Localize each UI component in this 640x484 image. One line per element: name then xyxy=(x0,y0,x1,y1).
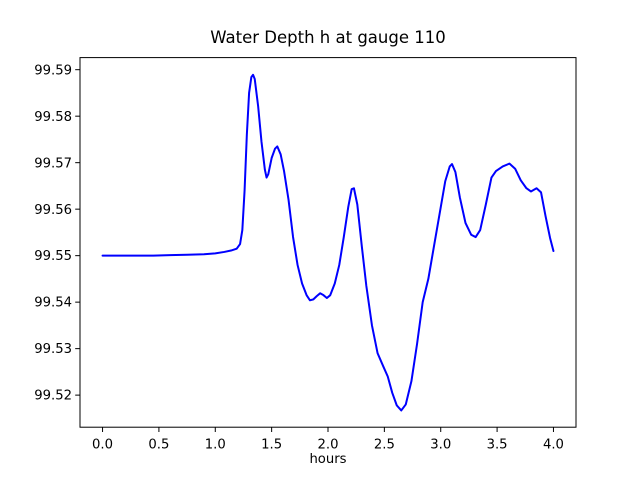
x-tick-label: 3.5 xyxy=(487,438,508,453)
y-tick-label: 99.55 xyxy=(34,249,72,264)
x-tick-label: 0.0 xyxy=(92,438,113,453)
x-tick-label: 4.0 xyxy=(543,438,564,453)
chart-title: Water Depth h at gauge 110 xyxy=(210,28,445,47)
y-tick-label: 99.56 xyxy=(34,203,72,218)
x-tick-label: 2.0 xyxy=(318,438,339,453)
y-tick-label: 99.53 xyxy=(34,342,72,357)
x-tick-label: 0.5 xyxy=(148,438,169,453)
y-tick-label: 99.54 xyxy=(34,296,72,311)
plot-area: 0.0 0.5 1.0 1.5 2.0 2.5 3.0 3.5 4.0 99.52 99.53 99.… xyxy=(34,57,577,453)
x-tick-label: 1.5 xyxy=(261,438,282,453)
y-tick-label: 99.52 xyxy=(34,389,72,404)
axes-spines xyxy=(79,57,577,428)
x-tick-label: 1.0 xyxy=(205,438,226,453)
x-tick-label: 2.5 xyxy=(374,438,395,453)
y-tick-label: 99.59 xyxy=(34,63,72,78)
x-axis-label: hours xyxy=(309,452,346,467)
x-tick-label: 3.0 xyxy=(430,438,451,453)
y-tick-label: 99.58 xyxy=(34,110,72,125)
depth-line xyxy=(101,73,555,412)
y-tick-label: 99.57 xyxy=(34,156,72,171)
